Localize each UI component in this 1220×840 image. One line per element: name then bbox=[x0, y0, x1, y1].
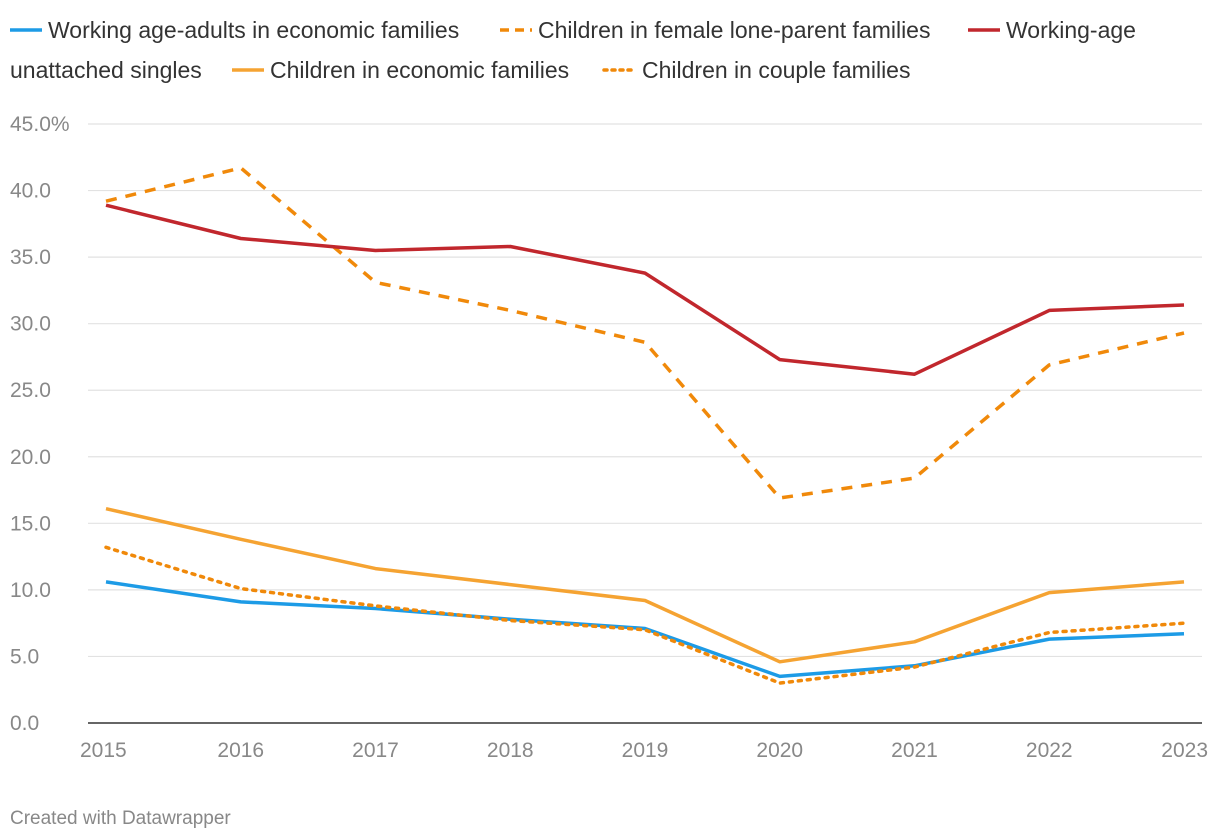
x-tick-label: 2016 bbox=[217, 739, 264, 762]
legend-label: Children in female lone-parent families bbox=[538, 17, 930, 43]
y-tick-label: 20.0 bbox=[10, 446, 51, 469]
y-tick-label: 15.0 bbox=[10, 512, 51, 535]
series-2 bbox=[105, 203, 1185, 376]
y-axis-tick-labels: 0.0 5.0 10.0 15.0 20.0 25.0 30.0 35.0 40.0 45.0% bbox=[10, 113, 70, 735]
series-0 bbox=[105, 580, 1185, 679]
x-tick-label: 2020 bbox=[756, 739, 803, 762]
series-1 bbox=[105, 166, 1185, 500]
gridlines bbox=[88, 123, 1202, 658]
x-tick-label: 2021 bbox=[891, 739, 938, 762]
x-tick-label: 2018 bbox=[487, 739, 534, 762]
legend-item: Children in female lone-parent families bbox=[500, 17, 930, 43]
y-tick-label: 10.0 bbox=[10, 579, 51, 602]
x-tick-label: 2015 bbox=[80, 739, 127, 762]
legend-item: Children in economic families bbox=[232, 57, 569, 83]
y-tick-label: 40.0 bbox=[10, 180, 51, 203]
legend-label-continuation: unattached singles bbox=[10, 57, 202, 83]
y-tick-label: 45.0% bbox=[10, 113, 70, 136]
legend-label: Working age-adults in economic families bbox=[48, 17, 459, 43]
x-axis-tick-labels: 2015 2016 2017 2018 2019 2020 2021 2022 2023 bbox=[80, 739, 1208, 762]
x-tick-label: 2023 bbox=[1161, 739, 1208, 762]
y-tick-label: 0.0 bbox=[10, 712, 39, 735]
series-3 bbox=[105, 506, 1185, 664]
x-tick-label: 2019 bbox=[622, 739, 669, 762]
y-tick-label: 30.0 bbox=[10, 313, 51, 336]
legend-item: Working age-adults in economic families bbox=[10, 17, 459, 43]
legend-label: Children in economic families bbox=[270, 57, 569, 83]
legend-item: Working-age bbox=[968, 17, 1136, 43]
series-lines bbox=[104, 166, 1186, 685]
y-tick-label: 35.0 bbox=[10, 246, 51, 269]
x-tick-label: 2017 bbox=[352, 739, 399, 762]
legend-label: Working-age bbox=[1006, 17, 1136, 43]
x-tick-label: 2022 bbox=[1026, 739, 1073, 762]
series-4 bbox=[104, 545, 1186, 685]
series-line bbox=[105, 580, 1185, 679]
series-line bbox=[104, 545, 1186, 685]
series-line bbox=[105, 166, 1185, 500]
legend: Working age-adults in economic families C… bbox=[10, 17, 1136, 83]
legend-item: Children in couple families bbox=[602, 57, 910, 83]
y-tick-label: 5.0 bbox=[10, 645, 39, 668]
legend-label: Children in couple families bbox=[642, 57, 910, 83]
footer-credit: Created with Datawrapper bbox=[10, 808, 231, 829]
series-line bbox=[105, 506, 1185, 664]
series-line bbox=[105, 203, 1185, 376]
y-tick-label: 25.0 bbox=[10, 379, 51, 402]
